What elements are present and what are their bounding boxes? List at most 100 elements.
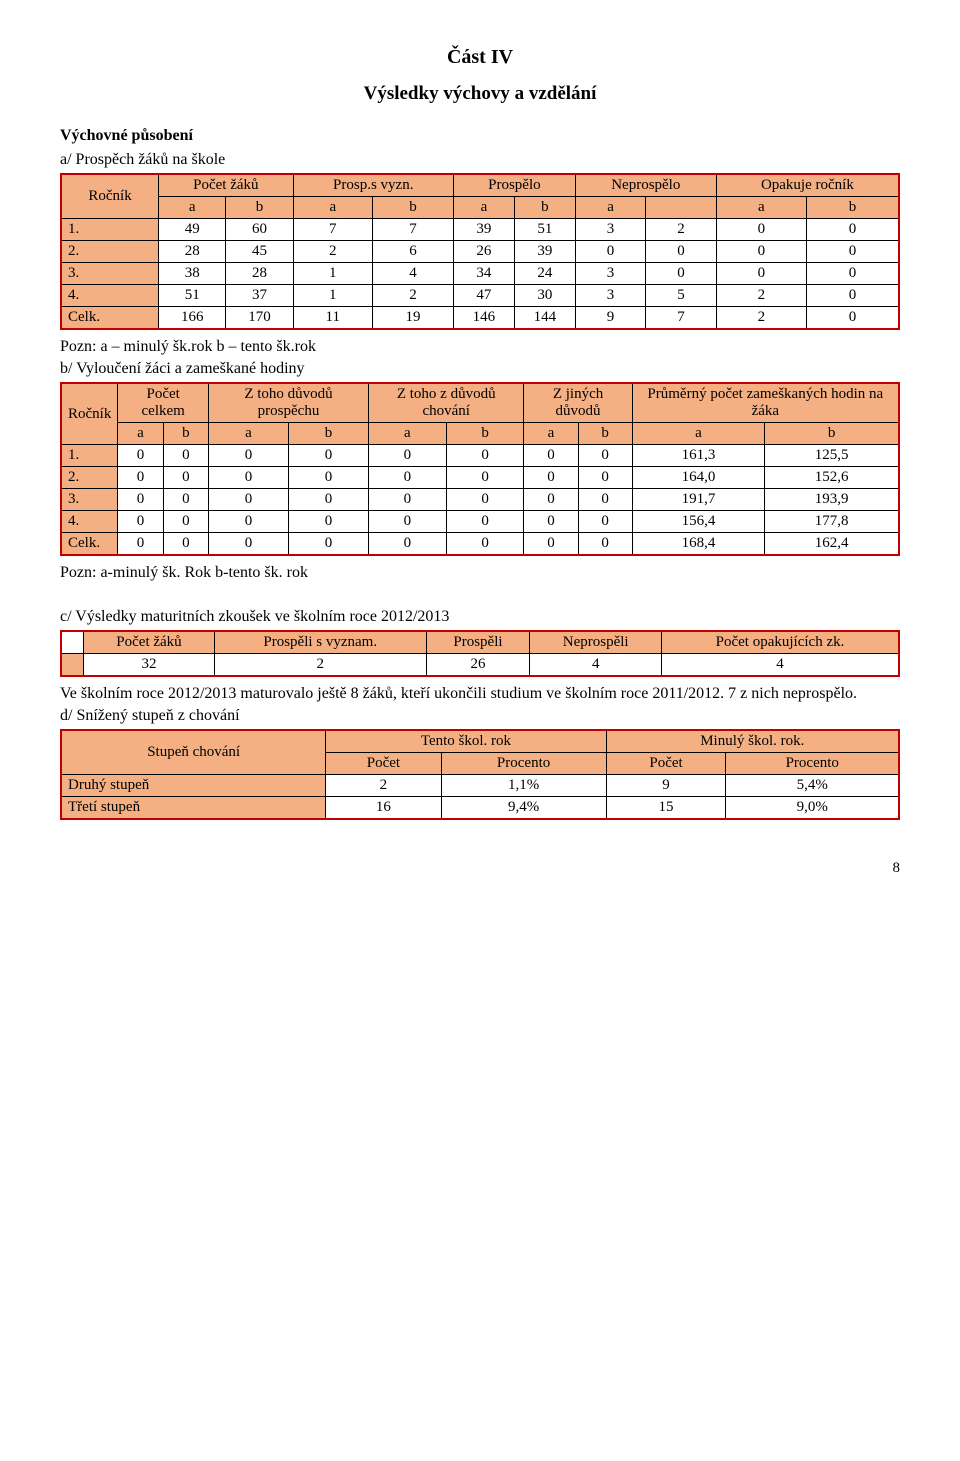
cell: 0: [578, 511, 632, 533]
cell: 161,3: [632, 445, 765, 467]
td-c: 2: [214, 654, 426, 677]
table-row: 1.49607739513200: [61, 219, 899, 241]
th-c: Počet žáků: [84, 631, 215, 654]
td-c: 32: [84, 654, 215, 677]
cell: 2: [716, 285, 806, 307]
cell: 0: [289, 489, 369, 511]
table-b-note: Pozn: a-minulý šk. Rok b-tento šk. rok: [60, 564, 900, 582]
th-sub: a: [716, 197, 806, 219]
th-sub: b: [226, 197, 293, 219]
cell: 51: [514, 219, 575, 241]
cell: 39: [453, 219, 514, 241]
row-label: 3.: [61, 489, 118, 511]
row-label: 1.: [61, 219, 159, 241]
cell: 0: [578, 467, 632, 489]
cell: 6: [372, 241, 453, 263]
cell: 0: [578, 533, 632, 556]
section-a-label: a/ Prospěch žáků na škole: [60, 151, 900, 169]
table-row: 2.00000000164,0152,6: [61, 467, 899, 489]
th-sub: a: [632, 423, 765, 445]
cell: 0: [163, 511, 208, 533]
cell: 0: [716, 241, 806, 263]
cell: 7: [293, 219, 372, 241]
table-row: 2.28452626390000: [61, 241, 899, 263]
cell: 0: [209, 467, 289, 489]
row-label: 4.: [61, 285, 159, 307]
cell: 7: [372, 219, 453, 241]
th-sub: b: [765, 423, 899, 445]
table-row: Třetí stupeň169,4%159,0%: [61, 797, 899, 820]
cell: 39: [514, 241, 575, 263]
th-stupen: Stupeň chování: [61, 730, 326, 775]
cell: 0: [209, 533, 289, 556]
th-sub: a: [118, 423, 163, 445]
th-sub: a: [159, 197, 226, 219]
cell: 30: [514, 285, 575, 307]
cell: 0: [646, 241, 717, 263]
table-row: 3.00000000191,7193,9: [61, 489, 899, 511]
cell: 0: [524, 533, 578, 556]
table-row: 3.38281434243000: [61, 263, 899, 285]
cell: 0: [118, 533, 163, 556]
table-a-note: Pozn: a – minulý šk.rok b – tento šk.rok: [60, 338, 900, 356]
td-c: 4: [662, 654, 900, 677]
table-row: 4.51371247303520: [61, 285, 899, 307]
cell: 0: [446, 445, 524, 467]
th-sub: b: [806, 197, 899, 219]
row-label: 2.: [61, 241, 159, 263]
cell: 168,4: [632, 533, 765, 556]
row-label: Celk.: [61, 533, 118, 556]
cell: 16: [326, 797, 441, 820]
cell: 0: [209, 511, 289, 533]
cell: 0: [289, 511, 369, 533]
cell: 0: [209, 445, 289, 467]
cell: 0: [524, 445, 578, 467]
cell: 0: [716, 219, 806, 241]
cell: 2: [293, 241, 372, 263]
th-prosp-vyzn: Prosp.s vyzn.: [293, 174, 453, 197]
cell: 0: [806, 307, 899, 330]
th-empty: [61, 631, 84, 654]
cell: 60: [226, 219, 293, 241]
th-prospelo: Prospělo: [453, 174, 575, 197]
cell: 15: [606, 797, 726, 820]
th-sub: b: [514, 197, 575, 219]
cell: 146: [453, 307, 514, 330]
th-sub: [646, 197, 717, 219]
title-main: Výsledky výchovy a vzdělání: [60, 83, 900, 105]
cell: 0: [646, 263, 717, 285]
th-sub: Procento: [441, 753, 606, 775]
cell: 0: [446, 511, 524, 533]
cell: 125,5: [765, 445, 899, 467]
cell: 3: [575, 285, 646, 307]
td-c: 4: [530, 654, 662, 677]
table-row: Druhý stupeň21,1%95,4%: [61, 775, 899, 797]
cell: 28: [159, 241, 226, 263]
cell: 162,4: [765, 533, 899, 556]
title-part: Část IV: [60, 46, 900, 69]
th-celkem: Počet celkem: [118, 383, 209, 423]
cell: 0: [369, 445, 447, 467]
cell: 0: [524, 489, 578, 511]
row-label: 3.: [61, 263, 159, 285]
cell: 0: [163, 533, 208, 556]
cell: 9: [575, 307, 646, 330]
th-chovani: Z toho z důvodů chování: [369, 383, 524, 423]
th-sub: b: [372, 197, 453, 219]
table-row: 1.00000000161,3125,5: [61, 445, 899, 467]
row-label: Třetí stupeň: [61, 797, 326, 820]
cell: 0: [524, 511, 578, 533]
cell: 5,4%: [726, 775, 899, 797]
cell: 38: [159, 263, 226, 285]
cell: 0: [118, 511, 163, 533]
th-pocet-zaku: Počet žáků: [159, 174, 294, 197]
cell: 19: [372, 307, 453, 330]
cell: 51: [159, 285, 226, 307]
cell: 0: [118, 489, 163, 511]
section-heading-a: Výchovné působení: [60, 127, 900, 145]
cell: 193,9: [765, 489, 899, 511]
th-sub: b: [289, 423, 369, 445]
table-d: Stupeň chování Tento škol. rok Minulý šk…: [60, 729, 900, 820]
cell: 0: [289, 445, 369, 467]
cell: 0: [369, 489, 447, 511]
